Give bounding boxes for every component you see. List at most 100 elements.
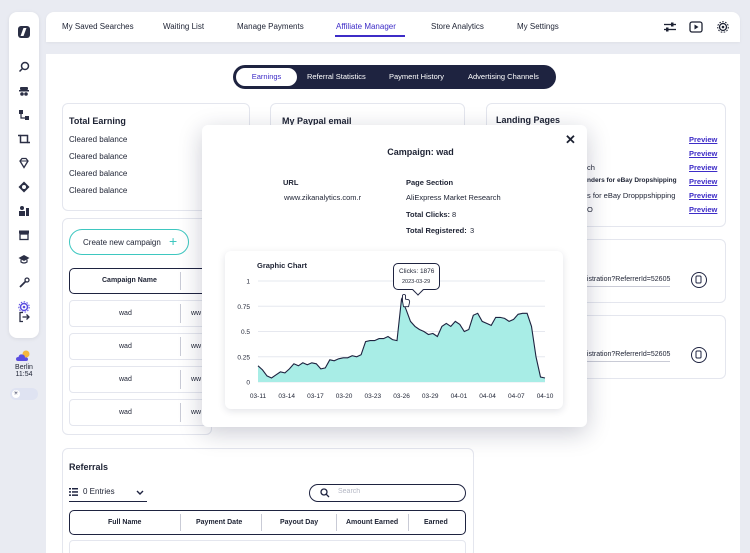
campaign-name: wad [119,376,132,383]
tooltip-date: 2023-03-29 [402,279,431,285]
x-tick-label: 04-04 [479,393,496,400]
flow-icon[interactable] [17,108,31,122]
column-divider [180,514,181,531]
segment-advertising-channels[interactable]: Advertising Channels [468,72,539,81]
referral-link-text[interactable]: gistration?ReferrerId=52605 [583,351,671,362]
search-icon[interactable] [17,60,31,74]
campaign-partial: ww [191,409,202,416]
cleared-balance-label: Cleared balance [69,169,128,178]
segment-payment-history[interactable]: Payment History [389,72,445,81]
preview-link[interactable]: Preview [689,163,718,172]
plus-icon: + [169,233,178,249]
preview-link[interactable]: Preview [689,205,718,214]
active-tab-indicator [335,35,405,37]
column-payment-date: Payment Date [196,519,243,526]
x-tick-label: 03-23 [364,393,381,400]
table-row[interactable]: wad ww [69,366,209,393]
x-tick-label: 03-14 [278,393,295,400]
column-divider [336,514,337,531]
total-clicks-value: 8 [452,210,457,219]
landing-page-name: O [587,205,593,214]
campaign-partial: ww [191,310,202,317]
cleared-balance-label: Cleared balance [69,135,128,144]
modal-title: Campaign: wad [387,147,454,157]
total-clicks-label: Total Clicks: [406,210,451,219]
campaign-name: wad [119,409,132,416]
tab-store-analytics[interactable]: Store Analytics [431,22,484,31]
column-payout-day: Payout Day [280,519,319,526]
table-row[interactable] [69,540,466,553]
tab-affiliate-manager[interactable]: Affiliate Manager [336,22,396,31]
tab-my-saved-searches[interactable]: My Saved Searches [62,22,134,31]
campaign-table-header: Campaign Name [69,268,214,294]
x-tick-label: 03-26 [393,393,410,400]
store-icon[interactable] [17,228,31,242]
search-icon [320,488,330,498]
chart-tooltip: Clicks: 1876 2023-03-29 [393,263,440,290]
url-value: www.zikanalytics.com.r [284,193,362,202]
sliders-icon[interactable] [663,21,677,33]
landing-pages-title: Landing Pages [496,115,561,125]
copy-icon[interactable] [691,272,707,288]
column-divider [180,370,181,389]
sub-tabs: Earnings Referral Statistics Payment His… [233,65,556,89]
preview-link[interactable]: Preview [689,191,718,200]
segment-referral-statistics[interactable]: Referral Statistics [307,72,366,81]
area-chart[interactable]: 0 0.25 0.5 0.75 1 03-11 03-14 03-17 03-20 03-23 03… [225,251,563,409]
campaign-partial: ww [191,343,202,350]
tab-waiting-list[interactable]: Waiting List [163,22,205,31]
tooltip-value: Clicks: 1876 [399,268,435,275]
preview-link[interactable]: Preview [689,135,718,144]
spy-icon[interactable] [17,84,31,98]
referrals-title: Referrals [69,462,109,472]
x-tick-label: 04-07 [508,393,525,400]
entries-label: 0 Entries [83,487,115,496]
referral-link-text[interactable]: gistration?ReferrerId=52605 [583,276,671,287]
y-tick-label: 0 [246,380,250,387]
table-row[interactable]: wad ww [69,333,209,360]
crop-icon[interactable] [17,132,31,146]
search-input[interactable] [338,488,448,495]
campaign-partial: ww [191,376,202,383]
tab-manage-payments[interactable]: Manage Payments [237,22,304,31]
landing-page-name: ch [587,163,595,172]
chart-line [257,297,546,379]
settings-icon[interactable] [17,300,31,314]
users-icon[interactable] [17,204,31,218]
video-icon[interactable] [689,21,703,33]
table-row[interactable]: wad ww [69,399,209,426]
logout-icon[interactable] [17,310,31,324]
logo-icon[interactable] [18,26,30,38]
gear-icon[interactable] [716,21,730,33]
close-icon[interactable]: ✕ [565,132,576,147]
entries-select[interactable]: 0 Entries [69,484,147,502]
sun-icon: ☀ [12,390,20,398]
theme-toggle[interactable]: ☀ [10,388,38,400]
x-tick-label: 03-29 [422,393,439,400]
campaign-name: wad [119,310,132,317]
tools-icon[interactable] [17,276,31,290]
preview-link[interactable]: Preview [689,149,718,158]
segment-earnings[interactable]: Earnings [235,67,298,87]
preview-link[interactable]: Preview [689,177,718,186]
url-label: URL [283,178,299,187]
x-tick-label: 03-17 [307,393,324,400]
campaign-modal: ✕ Campaign: wad URL www.zikanalytics.com… [202,125,587,427]
page-section-value: AliExpress Market Research [406,193,501,202]
page-section-label: Page Section [406,178,454,187]
academy-icon[interactable] [17,252,31,266]
column-earned: Earned [424,519,448,526]
target-icon[interactable] [17,180,31,194]
x-tick-label: 03-20 [336,393,353,400]
column-divider [180,403,181,422]
cleared-balance-label: Cleared balance [69,186,128,195]
cursor-hand-icon [402,293,411,308]
column-campaign-name: Campaign Name [102,277,157,284]
tab-my-settings[interactable]: My Settings [517,22,559,31]
create-campaign-button[interactable]: Create new campaign + [69,229,189,255]
copy-icon[interactable] [691,347,707,363]
sidebar [9,12,39,338]
top-navigation: My Saved Searches Waiting List Manage Pa… [46,12,740,42]
table-row[interactable]: wad ww [69,300,209,327]
diamond-icon[interactable] [17,156,31,170]
